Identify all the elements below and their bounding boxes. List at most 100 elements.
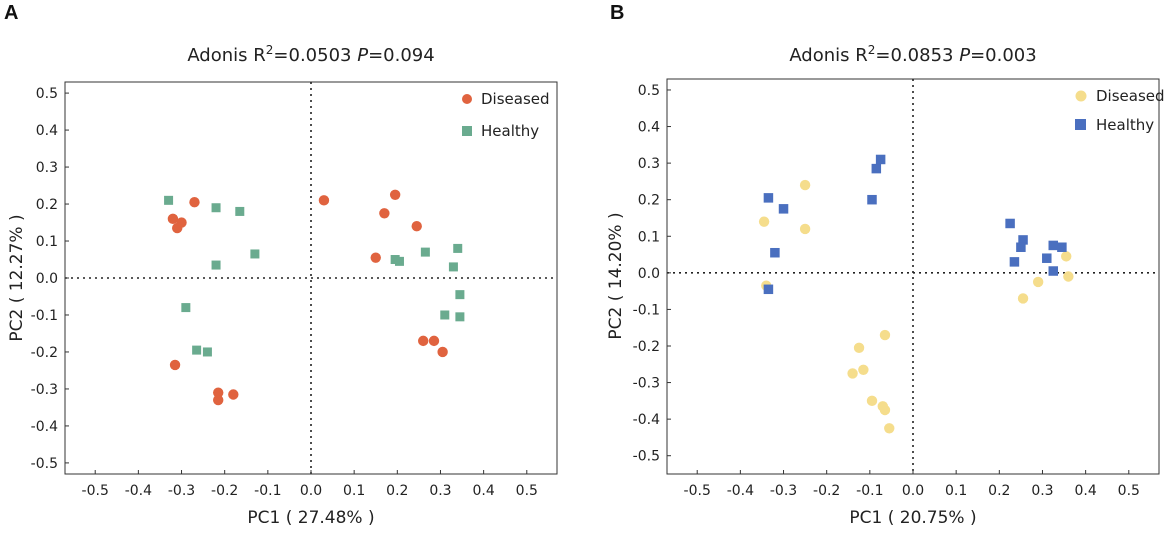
healthy-point [440, 310, 450, 320]
x-axis-label: PC1 ( 27.48% ) [247, 508, 374, 528]
diseased-point [1063, 271, 1074, 282]
data-points [164, 189, 465, 406]
healthy-point [202, 347, 212, 357]
healthy-point [453, 243, 463, 253]
diseased-point [213, 394, 224, 406]
legend-circle-marker [462, 94, 472, 104]
healthy-point [394, 256, 404, 266]
x-tick-label: 0.5 [516, 483, 538, 499]
diseased-point [884, 423, 895, 434]
healthy-point [763, 193, 774, 203]
healthy-point [871, 163, 882, 174]
x-tick-label: -0.1 [254, 483, 281, 499]
healthy-point [420, 247, 430, 257]
diseased-point [379, 208, 390, 219]
healthy-point [1048, 240, 1059, 251]
diseased-point [799, 223, 811, 235]
y-tick-label: -0.3 [31, 382, 58, 398]
x-tick-label: 0.2 [386, 483, 408, 499]
legend: Diseased Healthy [462, 90, 550, 140]
y-tick-label: 0.1 [36, 234, 58, 250]
healthy-point [1016, 242, 1026, 252]
y-axis-label: PC2 ( 12.27% ) [7, 214, 27, 341]
healthy-point [164, 195, 174, 205]
diseased-point [370, 252, 381, 263]
diseased-point [418, 335, 429, 347]
diseased-point [189, 196, 200, 208]
healthy-point [1057, 242, 1067, 252]
y-tick-label: 0.5 [36, 86, 58, 102]
diseased-point [437, 346, 448, 358]
x-tick-label: 0.3 [429, 483, 451, 499]
x-tick-label: 0.3 [1031, 483, 1053, 499]
healthy-point [770, 247, 780, 258]
y-tick-label: 0.3 [36, 160, 58, 176]
diseased-point [411, 221, 422, 232]
healthy-point [235, 206, 245, 216]
legend-square-marker [1075, 119, 1086, 130]
y-tick-label: 0.4 [638, 120, 660, 136]
diseased-point [858, 364, 869, 375]
x-tick-label: 0.0 [902, 483, 924, 499]
healthy-point [1048, 266, 1059, 276]
x-tick-label: 0.2 [988, 483, 1010, 499]
legend-label-diseased: Diseased [481, 90, 550, 108]
x-tick-label: -0.2 [211, 483, 238, 499]
x-tick-label: 0.1 [945, 483, 967, 499]
y-tick-label: -0.5 [31, 456, 58, 472]
x-tick-label: -0.3 [770, 483, 797, 499]
diseased-point [167, 213, 179, 225]
x-tick-label: -0.1 [856, 483, 883, 499]
y-tick-label: -0.3 [633, 376, 660, 392]
y-tick-label: 0.0 [638, 266, 660, 282]
x-tick-label: 0.0 [300, 483, 322, 499]
panel-b: B Adonis R2=0.0853 P=0.003 -0.5 -0.4 -0.3-… [606, 2, 1165, 528]
plot-frame [666, 78, 1160, 475]
panel-letter: B [610, 2, 624, 24]
healthy-point [181, 303, 191, 313]
legend-label-healthy: Healthy [1096, 116, 1154, 134]
x-axis-label: PC1 ( 20.75% ) [849, 508, 976, 528]
x-tick-label: -0.5 [684, 483, 711, 499]
healthy-point [192, 345, 202, 355]
diseased-point [228, 389, 239, 400]
data-points [758, 154, 1074, 434]
diseased-point [213, 387, 224, 398]
legend-label-diseased: Diseased [1096, 87, 1165, 105]
diseased-point [879, 329, 891, 341]
healthy-point [778, 204, 789, 214]
legend-square-marker [462, 126, 472, 136]
diseased-point [866, 395, 878, 407]
healthy-point [867, 194, 877, 205]
y-tick-label: -0.2 [633, 339, 660, 355]
x-tick-label: -0.4 [727, 483, 754, 499]
diseased-point [389, 189, 401, 200]
panel-title: Adonis R2=0.0503 P=0.094 [187, 43, 434, 66]
healthy-point [875, 154, 886, 165]
y-tick-label: -0.5 [633, 449, 660, 465]
x-tick-label: 0.5 [1118, 483, 1140, 499]
healthy-point [1009, 257, 1020, 267]
legend-circle-marker [1075, 90, 1087, 102]
diseased-point [1032, 276, 1044, 288]
diseased-point [879, 404, 891, 416]
y-tick-label: -0.2 [31, 345, 58, 361]
y-tick-label: 0.1 [638, 229, 660, 245]
x-tick-label: 0.1 [343, 483, 365, 499]
x-tick-label: 0.4 [472, 483, 494, 499]
y-tick-label: -0.1 [31, 308, 58, 324]
diseased-point [853, 342, 865, 354]
healthy-point [448, 262, 458, 272]
y-tick-label: 0.5 [638, 83, 660, 99]
diseased-point [176, 217, 187, 228]
x-tick-label: -0.2 [813, 483, 840, 499]
x-tick-label: 0.4 [1074, 483, 1096, 499]
healthy-point [455, 312, 465, 322]
healthy-point [455, 290, 465, 300]
diseased-point [428, 335, 440, 347]
diseased-point [169, 359, 181, 371]
y-tick-label: 0.3 [638, 156, 660, 172]
legend: Diseased Healthy [1075, 87, 1165, 134]
y-tick-label: 0.2 [36, 197, 58, 213]
